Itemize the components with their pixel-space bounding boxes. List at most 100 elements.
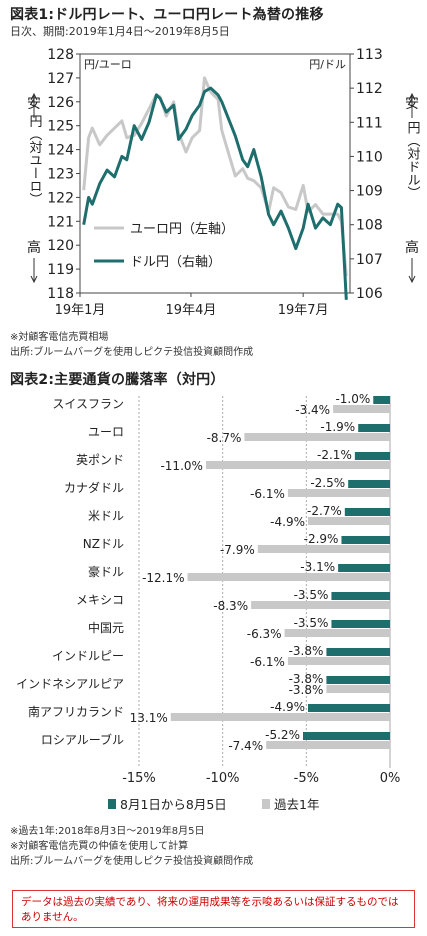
right-expensive: 高 [405,239,419,256]
category-label: カナダドル [64,480,124,495]
data-label-year: -11.0% [160,459,202,473]
left-expensive: 高 [27,239,41,256]
left-tick-label: 120 [47,238,74,254]
data-label-short: -3.8% [289,672,324,686]
data-label-short: -2.9% [304,532,339,546]
x-tick-label: 0% [380,771,401,786]
legend-swatch-year [262,799,270,809]
category-label: 中国元 [88,620,124,635]
category-label: インドルピー [52,649,124,663]
x-tick-label: 19年7月 [278,303,329,318]
bar-year [266,741,390,749]
right-tick-label: 108 [356,218,383,234]
data-label-short: -3.5% [294,616,329,630]
bar-year [287,657,390,665]
data-label-short: -4.9% [270,700,305,714]
data-label-short: -2.5% [310,476,345,490]
bar-short [338,564,390,572]
category-label: ユーロ [88,425,124,439]
bar-year [326,685,390,693]
left-tick-label: 119 [47,262,74,278]
data-label-year: -7.4% [228,739,263,753]
left-tick-label: 127 [47,71,74,87]
right-tick-label: 112 [356,81,383,97]
bar-year [187,573,390,581]
left-unit-label: 円/ユーロ [84,58,132,71]
bar-year [205,461,390,469]
data-label-year: -6.3% [247,627,282,641]
data-label-short: -3.1% [300,560,335,574]
category-label: 南アフリカランド [28,704,124,719]
x-tick-label: -5% [294,771,319,786]
data-label-short: -5.2% [265,728,300,742]
right-tick-label: 109 [356,184,383,200]
x-tick-label: -10% [206,771,240,786]
left-axis-title: 円（対ユーロ） [27,115,43,206]
category-label: ロシアルーブル [41,732,124,747]
data-label-short: -2.1% [317,448,352,462]
bar-short [358,424,390,432]
data-label-short: -1.9% [320,420,355,434]
bar-short [331,592,390,600]
legend-label-year: 過去1年 [274,797,319,812]
bar-year [333,405,390,413]
bar-short [344,508,390,516]
bar-year [257,545,390,553]
left-tick-label: 118 [47,286,74,302]
x-tick-label: -15% [122,771,156,786]
bar-year [287,489,390,497]
legend-swatch-short [108,799,116,809]
bar-short [373,396,390,404]
category-label: スイスフラン [52,397,124,411]
chart2-note-2: ※対顧客電信売買の仲値を使用して計算 [10,841,189,852]
data-label-year: -8.3% [213,599,248,613]
right-tick-label: 106 [356,286,383,302]
right-tick-label: 113 [356,47,383,63]
category-label: NZドル [83,537,124,551]
data-label-short: -3.8% [289,644,324,658]
chart2-note-1: ※過去1年:2018年8月3日～2019年8月5日 [10,826,205,837]
category-label: 英ポンド [76,453,124,467]
left-tick-label: 123 [47,167,74,183]
chart2-title: 図表2:主要通貨の騰落率（対円） [10,372,225,388]
right-tick-label: 110 [356,149,383,165]
series-line-0 [82,76,348,277]
bar-short [354,452,390,460]
left-tick-label: 126 [47,95,74,111]
bar-year [251,601,390,609]
data-label-year: -6.1% [250,655,285,669]
bar-year [284,629,390,637]
chart1-note-2: 出所:ブルームバーグを使用しピクテ投信投資顧問作成 [10,347,254,358]
right-tick-label: 107 [356,252,383,268]
right-axis-title: 円（対ドル） [405,121,421,199]
chart1-subtitle: 日次、期間:2019年1月4日～2019年8月5日 [10,25,230,38]
left-tick-label: 128 [47,47,74,63]
bar-short [348,480,390,488]
line-chart: 118 119 120 121 122 123 124 125 126 127 128 106 107 1… [27,47,421,318]
right-unit-label: 円/ドル [309,58,346,71]
left-tick-label: 122 [47,190,74,206]
right-arrow-up-icon [408,92,416,101]
data-label-year: -12.1% [142,571,184,585]
category-label: 豪ドル [88,564,124,579]
x-tick-label: 19年1月 [55,303,106,318]
data-label-year: -3.4% [295,403,330,417]
bar-short [302,732,390,740]
data-label-short: -3.5% [294,588,329,602]
chart2-note-3: 出所:ブルームバーグを使用しピクテ投信投資顧問作成 [10,856,254,867]
left-tick-label: 121 [47,214,74,230]
data-label-year: -7.9% [220,543,255,557]
bar-chart: -15% -10% -5% 0% スイスフラン -1.0% -3.4% ユーロ -1.9% -8.… [16,392,401,812]
x-tick-label: 19年4月 [166,303,217,318]
bar-year [170,713,390,721]
left-cheap: 安 [27,96,41,112]
left-tick-label: 125 [47,119,74,135]
left-arrow-up-icon [30,92,38,101]
data-label-year: -4.9% [270,515,305,529]
right-tick-label: 111 [356,115,383,131]
chart1-title: 図表1:ドル円レート、ユーロ円レート為替の推移 [10,7,324,23]
data-label-year: -3.8% [289,683,324,697]
category-label: メキシコ [76,593,124,607]
category-label: インドネシアルピア [16,677,124,691]
right-cheap: 安 [405,96,419,112]
